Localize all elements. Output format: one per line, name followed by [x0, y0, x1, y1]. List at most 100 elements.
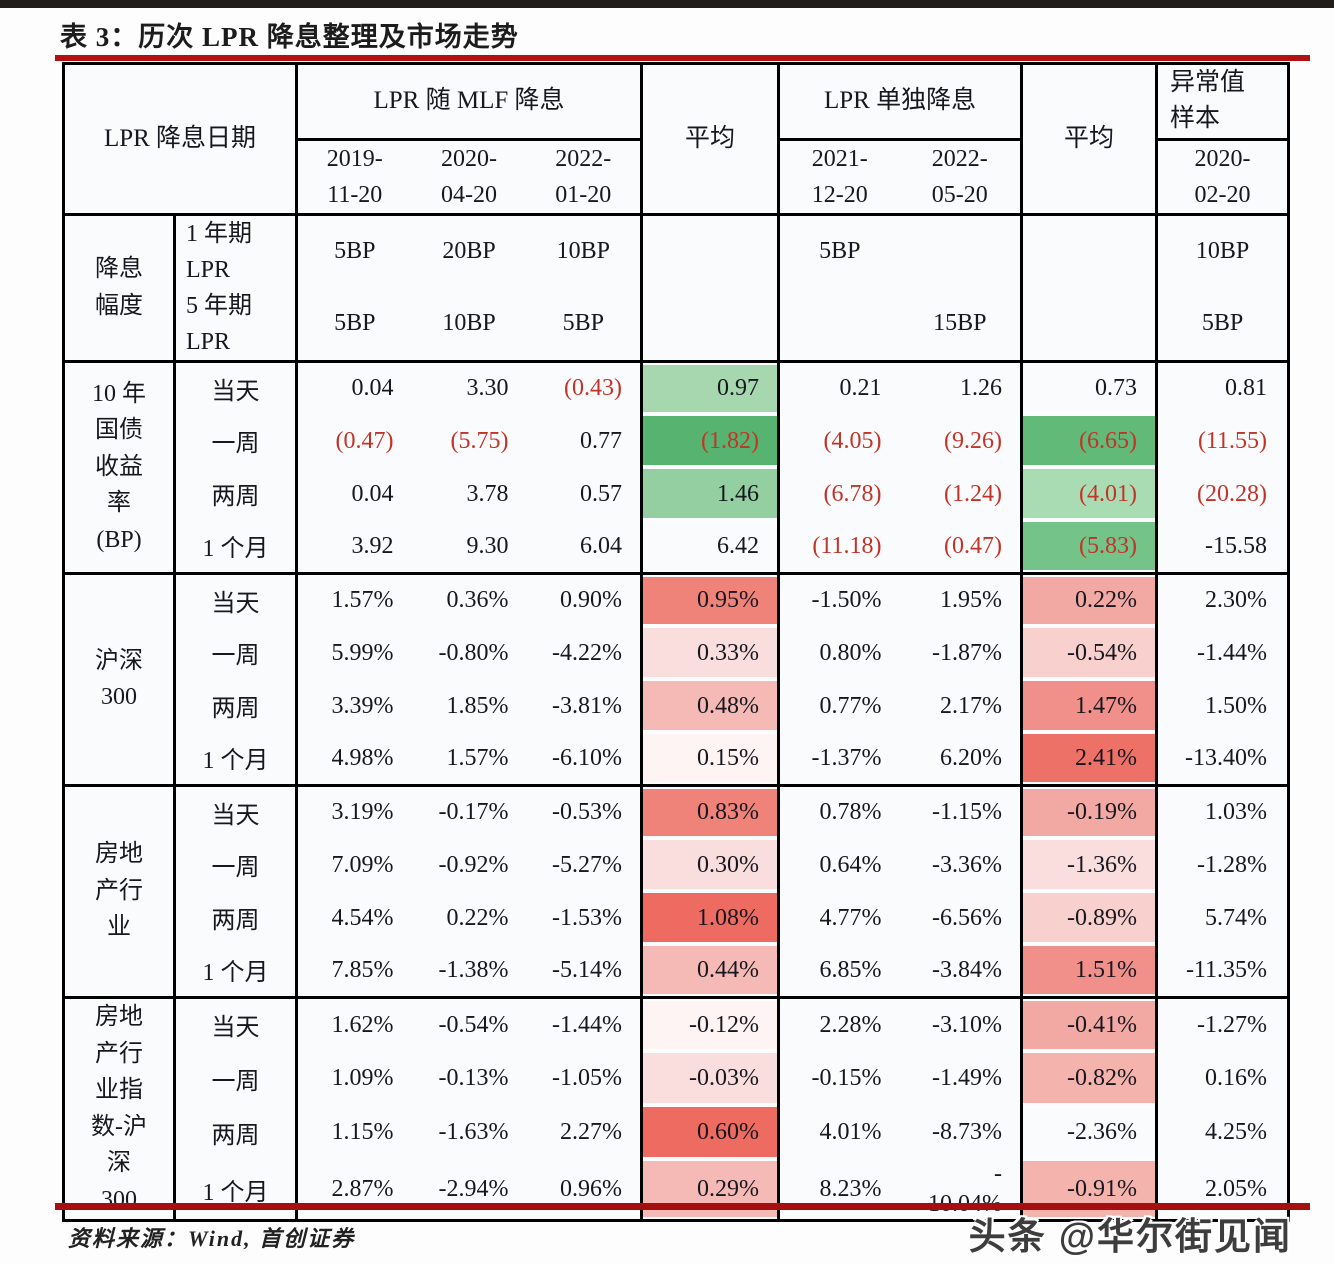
outlier-cell: 4.25%	[1156, 1105, 1289, 1159]
data-cell: (11.18)	[778, 520, 900, 575]
data-cell: 0.21	[778, 361, 900, 414]
data-cell: 1.62%	[296, 997, 412, 1051]
cut-cell: 5BP	[526, 287, 644, 363]
row-label-1y-lpr: 1 年期 LPR	[174, 214, 299, 288]
cut-cell: 10BP	[1156, 214, 1289, 288]
table-row: 一周 (0.47) (5.75) 0.77 (1.82) (4.05) (9.26) (6.6…	[64, 414, 1289, 467]
data-cell: -8.73%	[899, 1105, 1024, 1159]
cut-avg-1-empty	[641, 214, 781, 363]
row-label-5y-lpr: 5 年期 LPR	[174, 287, 299, 363]
data-cell: 1.57%	[296, 573, 412, 626]
outlier-cell: 2.05%	[1156, 1159, 1289, 1222]
avg-cell: 0.83%	[641, 785, 781, 838]
data-cell: 4.98%	[296, 732, 412, 787]
data-cell: -1.38%	[411, 944, 527, 999]
cut-cell: 5BP	[778, 214, 900, 288]
avg-cell: -0.41%	[1021, 997, 1159, 1051]
avg-cell: 0.73	[1021, 361, 1159, 414]
data-cell: 2.28%	[778, 997, 900, 1051]
avg-cell: 0.44%	[641, 944, 781, 999]
avg-cell: -0.89%	[1021, 891, 1159, 944]
avg-cell: (5.83)	[1021, 520, 1159, 575]
data-cell: (9.26)	[899, 414, 1024, 467]
avg-cell: -0.19%	[1021, 785, 1159, 838]
outlier-cell: 1.03%	[1156, 785, 1289, 838]
avg-cell: 1.51%	[1021, 944, 1159, 999]
data-cell: -3.10%	[899, 997, 1024, 1051]
table-row: 1 个月 4.98% 1.57% -6.10% 0.15% -1.37% 6.20% 2.41…	[64, 732, 1289, 787]
row-label: 两周	[174, 1105, 299, 1159]
data-cell: -1.50%	[778, 573, 900, 626]
row-label: 一周	[174, 838, 299, 891]
row-label: 两周	[174, 891, 299, 944]
data-cell: 0.96%	[526, 1159, 644, 1222]
data-cell: -1.53%	[526, 891, 644, 944]
avg-cell: 0.33%	[641, 626, 781, 679]
table-row: 房地 产行 业当天 3.19% -0.17% -0.53% 0.83% 0.78% -1.1…	[63, 785, 1289, 999]
lpr-table: LPR 降息日期 LPR 随 MLF 降息 平均 LPR 单独降息 平均 异常值…	[62, 62, 1291, 1222]
avg-cell: -1.36%	[1021, 838, 1159, 891]
header-date-solo-1: 2021- 12-20	[778, 139, 900, 216]
data-cell: -0.13%	[411, 1051, 527, 1105]
header-date-mlf-1: 2019- 11-20	[296, 139, 412, 216]
data-cell: -5.27%	[526, 838, 644, 891]
data-cell: 8.23%	[778, 1159, 900, 1222]
avg-cell: 2.41%	[1021, 732, 1159, 787]
avg-cell: 0.95%	[641, 573, 781, 626]
red-rule-bottom	[55, 1203, 1310, 1210]
data-cell: 0.80%	[778, 626, 900, 679]
data-cell: 0.57	[526, 467, 644, 520]
row-label: 一周	[174, 626, 299, 679]
data-cell: 2.27%	[526, 1105, 644, 1159]
data-cell: 1.57%	[411, 732, 527, 787]
outlier-cell: 0.81	[1156, 361, 1289, 414]
data-cell: 1.26	[899, 361, 1024, 414]
data-cell: 1.09%	[296, 1051, 412, 1105]
data-cell: 0.64%	[778, 838, 900, 891]
avg-cell: -0.82%	[1021, 1051, 1159, 1105]
data-cell: -1.63%	[411, 1105, 527, 1159]
table-row: 两周 3.39% 1.85% -3.81% 0.48% 0.77% 2.17% 1.47% 1.…	[64, 679, 1289, 732]
outlier-cell: -1.27%	[1156, 997, 1289, 1051]
data-cell: (1.24)	[899, 467, 1024, 520]
data-cell: 0.77%	[778, 679, 900, 732]
outlier-cell: 0.16%	[1156, 1051, 1289, 1105]
data-cell: -5.14%	[526, 944, 644, 999]
data-cell: -0.15%	[778, 1051, 900, 1105]
avg-cell: 1.47%	[1021, 679, 1159, 732]
table-row: 房地 产行 业指 数-沪 深 300 当天 1.62% -0.54% -1.44% -0.…	[63, 997, 1289, 1222]
outlier-cell: -15.58	[1156, 520, 1289, 575]
cut-row-5y: 5 年期 LPR 5BP 10BP 5BP 15BP 5BP	[64, 287, 1289, 363]
decorative-top-bar	[0, 0, 1334, 8]
data-cell: - 10.04%	[899, 1159, 1024, 1222]
data-cell: 3.78	[411, 467, 527, 520]
data-cell: (4.05)	[778, 414, 900, 467]
data-cell: -1.15%	[899, 785, 1024, 838]
data-cell: 3.30	[411, 361, 527, 414]
data-cell: 1.85%	[411, 679, 527, 732]
table-row: 一周 1.09% -0.13% -1.05% -0.03% -0.15% -1.49% -0.…	[64, 1051, 1289, 1105]
header-row-dates: 2019- 11-20 2020- 04-20 2022- 01-20 2021…	[64, 139, 1289, 216]
data-cell: -1.37%	[778, 732, 900, 787]
header-date-solo-2: 2022- 05-20	[899, 139, 1024, 216]
data-cell: 0.78%	[778, 785, 900, 838]
data-cell: 4.01%	[778, 1105, 900, 1159]
watermark: 头条 @华尔街见闻	[968, 1216, 1292, 1257]
avg-cell: 0.60%	[641, 1105, 781, 1159]
cut-cell	[899, 214, 1024, 288]
data-cell: 2.87%	[296, 1159, 412, 1222]
data-cell: 4.77%	[778, 891, 900, 944]
row-label: 两周	[174, 679, 299, 732]
outlier-cell: 5.74%	[1156, 891, 1289, 944]
block-label-cut: 降息 幅度	[63, 214, 176, 363]
data-cell: -1.87%	[899, 626, 1024, 679]
row-label: 一周	[174, 1051, 299, 1105]
data-cell: -3.84%	[899, 944, 1024, 999]
row-label: 1 个月	[174, 1159, 299, 1222]
header-mlf-group: LPR 随 MLF 降息	[296, 63, 644, 141]
source-note: 资料来源：Wind, 首创证券	[68, 1226, 356, 1251]
data-cell: 0.04	[296, 467, 412, 520]
table-row: 10 年 国债 收益 率 (BP) 当天 0.04 3.30 (0.43) 0.97 0.2…	[63, 361, 1289, 575]
cut-cell: 10BP	[526, 214, 644, 288]
header-date-col: LPR 降息日期	[63, 63, 299, 216]
